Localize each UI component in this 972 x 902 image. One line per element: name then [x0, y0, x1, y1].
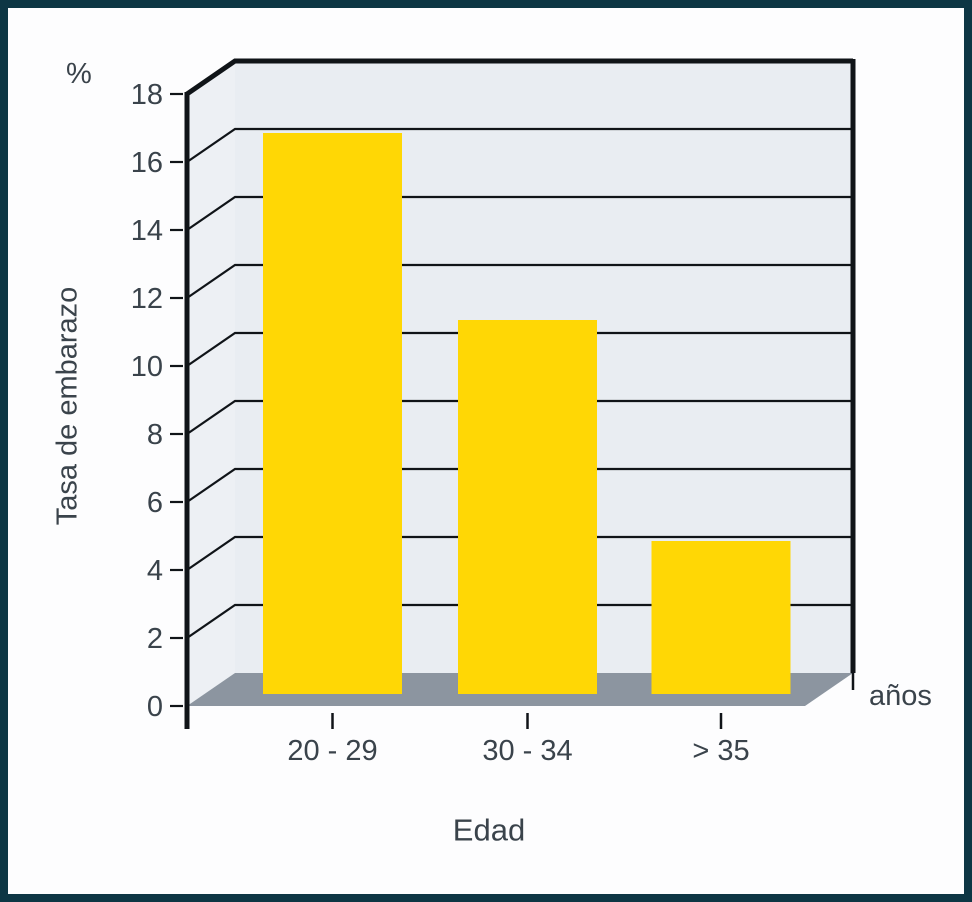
y-axis-unit-label: %: [66, 58, 92, 90]
gridline-10: [186, 331, 853, 367]
gridline-2: [186, 603, 853, 639]
bar-30-34: [458, 320, 597, 694]
y-tick-label-14: 14: [131, 215, 163, 247]
x-axis-unit-label: años: [869, 680, 932, 712]
y-tick-label-16: 16: [131, 147, 163, 179]
plot-top-edge: [185, 58, 853, 97]
gridline-8: [186, 399, 853, 435]
gridline-4: [186, 535, 853, 571]
gridline-6: [186, 467, 853, 503]
x-category-label-0: 20 - 29: [287, 735, 377, 767]
y-tick-label-4: 4: [147, 555, 163, 587]
y-axis-title: Tasa de embarazo: [51, 286, 84, 526]
y-tick-label-0: 0: [147, 691, 163, 723]
x-axis-title: Edad: [452, 812, 526, 848]
y-tick-label-12: 12: [131, 283, 163, 315]
gridline-12: [186, 263, 853, 299]
gridline-16: [186, 127, 853, 163]
bar-20-29: [263, 133, 402, 694]
y-tick-label-8: 8: [147, 419, 163, 451]
x-category-label-1: 30 - 34: [482, 735, 572, 767]
y-tick-label-2: 2: [147, 623, 163, 655]
y-tick-label-6: 6: [147, 487, 163, 519]
y-tick-label-10: 10: [131, 351, 163, 383]
bar->35: [651, 541, 791, 694]
x-category-label-2: > 35: [692, 735, 749, 767]
gridline-14: [186, 195, 853, 231]
y-tick-label-18: 18: [131, 79, 163, 111]
